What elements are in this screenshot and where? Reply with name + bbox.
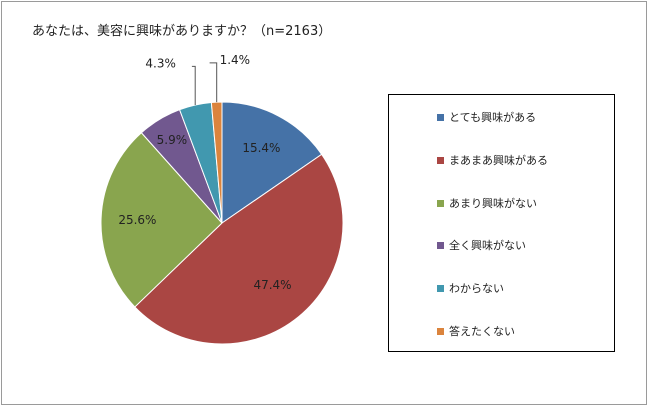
pie-slice — [221, 101, 323, 224]
legend-swatch — [437, 156, 444, 164]
leader-line — [209, 62, 218, 103]
legend-item: まあまあ興味がある — [437, 152, 548, 168]
legend-swatch — [437, 327, 444, 335]
legend-label: わからない — [449, 282, 504, 295]
legend-label: とても興味がある — [449, 111, 537, 124]
legend-label: あまり興味がない — [449, 197, 537, 210]
slice-value-label: 5.9% — [157, 133, 188, 147]
legend: とても興味がある まあまあ興味がある あまり興味がない 全く興味がない わからな… — [388, 94, 615, 352]
legend-item: 全く興味がない — [437, 237, 526, 253]
legend-item: わからない — [437, 280, 504, 296]
leader-line — [191, 65, 196, 105]
legend-item: とても興味がある — [437, 109, 536, 125]
legend-label: 全く興味がない — [449, 239, 526, 252]
slice-value-label: 4.3% — [145, 56, 176, 70]
legend-label: 答えたくない — [449, 325, 515, 338]
legend-item: あまり興味がない — [437, 195, 537, 211]
slice-value-label: 15.4% — [242, 141, 280, 155]
legend-swatch — [437, 241, 444, 249]
slice-value-label: 25.6% — [118, 213, 156, 227]
pie-slice — [210, 101, 223, 224]
pie-slice — [100, 132, 223, 308]
legend-label: まあまあ興味がある — [449, 154, 548, 167]
legend-swatch — [437, 113, 444, 121]
legend-swatch — [437, 284, 444, 292]
legend-swatch — [437, 199, 444, 207]
slice-value-label: 47.4% — [253, 278, 291, 292]
chart-title: あなたは、美容に興味がありますか？（n=2163） — [32, 24, 332, 39]
legend-item: 答えたくない — [437, 323, 515, 339]
pie-slice — [134, 153, 344, 345]
slice-value-label: 1.4% — [220, 53, 251, 67]
